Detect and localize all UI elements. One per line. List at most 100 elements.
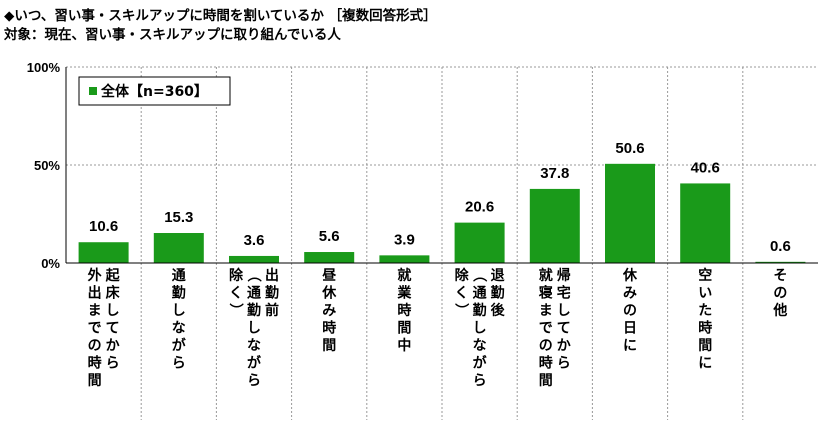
category-label-char: ら	[473, 373, 487, 389]
category-label-char: 勤	[247, 302, 261, 319]
category-label-char: し	[106, 303, 120, 319]
data-label: 3.9	[394, 231, 415, 248]
category-label-char: ま	[88, 303, 102, 319]
category-label-char: が	[172, 337, 187, 354]
category-label-char: 間	[322, 338, 336, 354]
chart-subtitle: 対象：現在、習い事・スキルアップに取り組んでいる人	[4, 27, 341, 43]
category-label-char: で	[88, 321, 102, 337]
category-label-char: 帰	[557, 267, 571, 284]
category-label-char: し	[557, 303, 571, 319]
category-label-char: （	[471, 268, 487, 282]
bar	[680, 183, 731, 263]
category-label-char: 就	[539, 267, 553, 284]
category-label-char: 間	[539, 373, 553, 389]
y-tick-labels: 0% 50% 100%	[27, 60, 61, 271]
data-label: 15.3	[164, 209, 193, 226]
category-label-char: そ	[773, 268, 787, 284]
data-label: 20.6	[465, 199, 494, 216]
category-label-char: 時	[698, 320, 712, 337]
category-label-char: 就	[397, 267, 411, 284]
category-label-char: て	[557, 321, 571, 337]
category-label-char: 外	[88, 267, 102, 284]
category-label-char: 勤	[172, 285, 186, 302]
category-label-char: か	[557, 338, 571, 354]
legend-box	[78, 76, 231, 106]
category-label-char: （	[245, 268, 261, 282]
category-label-char: 起	[105, 267, 121, 284]
category-label-char: 時	[88, 355, 102, 372]
category-label: その他	[772, 268, 787, 319]
category-label-char: 退	[491, 268, 505, 284]
legend-swatch	[89, 87, 97, 95]
category-label-char: た	[698, 303, 712, 319]
category-label-char: 間	[698, 338, 712, 354]
data-labels: 10.6 15.3 3.6 5.6 3.9 20.6 37.8 50.6 40.6 0.6	[89, 140, 791, 255]
category-label-char: く	[229, 286, 243, 302]
category-label-char: 出	[88, 285, 102, 302]
category-label-char: 床	[106, 285, 121, 302]
data-label: 10.6	[89, 218, 118, 235]
category-label-char: 通	[473, 286, 487, 302]
data-label: 3.6	[244, 232, 265, 249]
bar	[379, 255, 430, 263]
category-label-char: 前	[265, 302, 279, 319]
data-label: 50.6	[615, 140, 644, 157]
category-label-char: 間	[397, 321, 411, 337]
category-label-char: 昼	[322, 268, 336, 284]
category-label-char: 間	[88, 373, 102, 389]
category-label-char: て	[106, 321, 120, 337]
category-label-char: 日	[623, 321, 637, 337]
category-label-char: 中	[397, 337, 411, 354]
bar	[78, 242, 129, 263]
category-label-char: ま	[539, 303, 553, 319]
legend-label: 全体【n=360】	[100, 83, 208, 100]
y-tick-label: 100%	[27, 60, 61, 75]
category-label-char: 時	[322, 320, 336, 337]
category-label-char: ）	[453, 303, 469, 317]
bars	[78, 163, 806, 263]
category-label-char: ら	[172, 356, 186, 372]
category-label-char: 通	[247, 286, 261, 302]
category-label-char: に	[623, 338, 637, 354]
bar	[529, 188, 580, 263]
category-label-char: ）	[227, 303, 243, 317]
category-label-char: ら	[247, 373, 261, 389]
data-label: 37.8	[540, 165, 569, 182]
y-tick-label: 50%	[34, 158, 60, 173]
bar	[755, 261, 806, 263]
category-label-char: い	[698, 286, 712, 302]
category-label-char: の	[623, 303, 637, 319]
bar	[304, 252, 355, 263]
category-label-char: な	[473, 338, 487, 354]
category-label-char: 除	[229, 267, 244, 284]
bar	[605, 163, 655, 263]
bar	[454, 222, 505, 263]
axes	[65, 67, 818, 264]
category-label-char: み	[322, 303, 336, 319]
category-label-char: く	[455, 286, 469, 302]
data-label: 40.6	[691, 159, 720, 176]
category-label-char: ら	[106, 356, 120, 372]
category-label-char: し	[473, 321, 487, 337]
category-label-char: し	[172, 303, 186, 319]
category-label-char: 休	[321, 285, 337, 302]
category-label-char: の	[88, 338, 102, 354]
category-label-char: 他	[772, 302, 787, 319]
category-label-char: 時	[397, 302, 411, 319]
category-label-char: 出	[265, 267, 279, 284]
data-label: 5.6	[319, 228, 340, 245]
category-label-char: が	[473, 355, 488, 372]
category-labels: 起床してから外出までの時間通勤しながら出勤前（通勤しながら除く）昼休み時間就業時…	[88, 267, 788, 389]
y-tick-label: 0%	[41, 256, 60, 271]
category-label-char: で	[539, 321, 553, 337]
category-label-char: な	[247, 338, 261, 354]
category-label-char: 勤	[491, 285, 505, 302]
category-label-char: 業	[396, 285, 412, 302]
